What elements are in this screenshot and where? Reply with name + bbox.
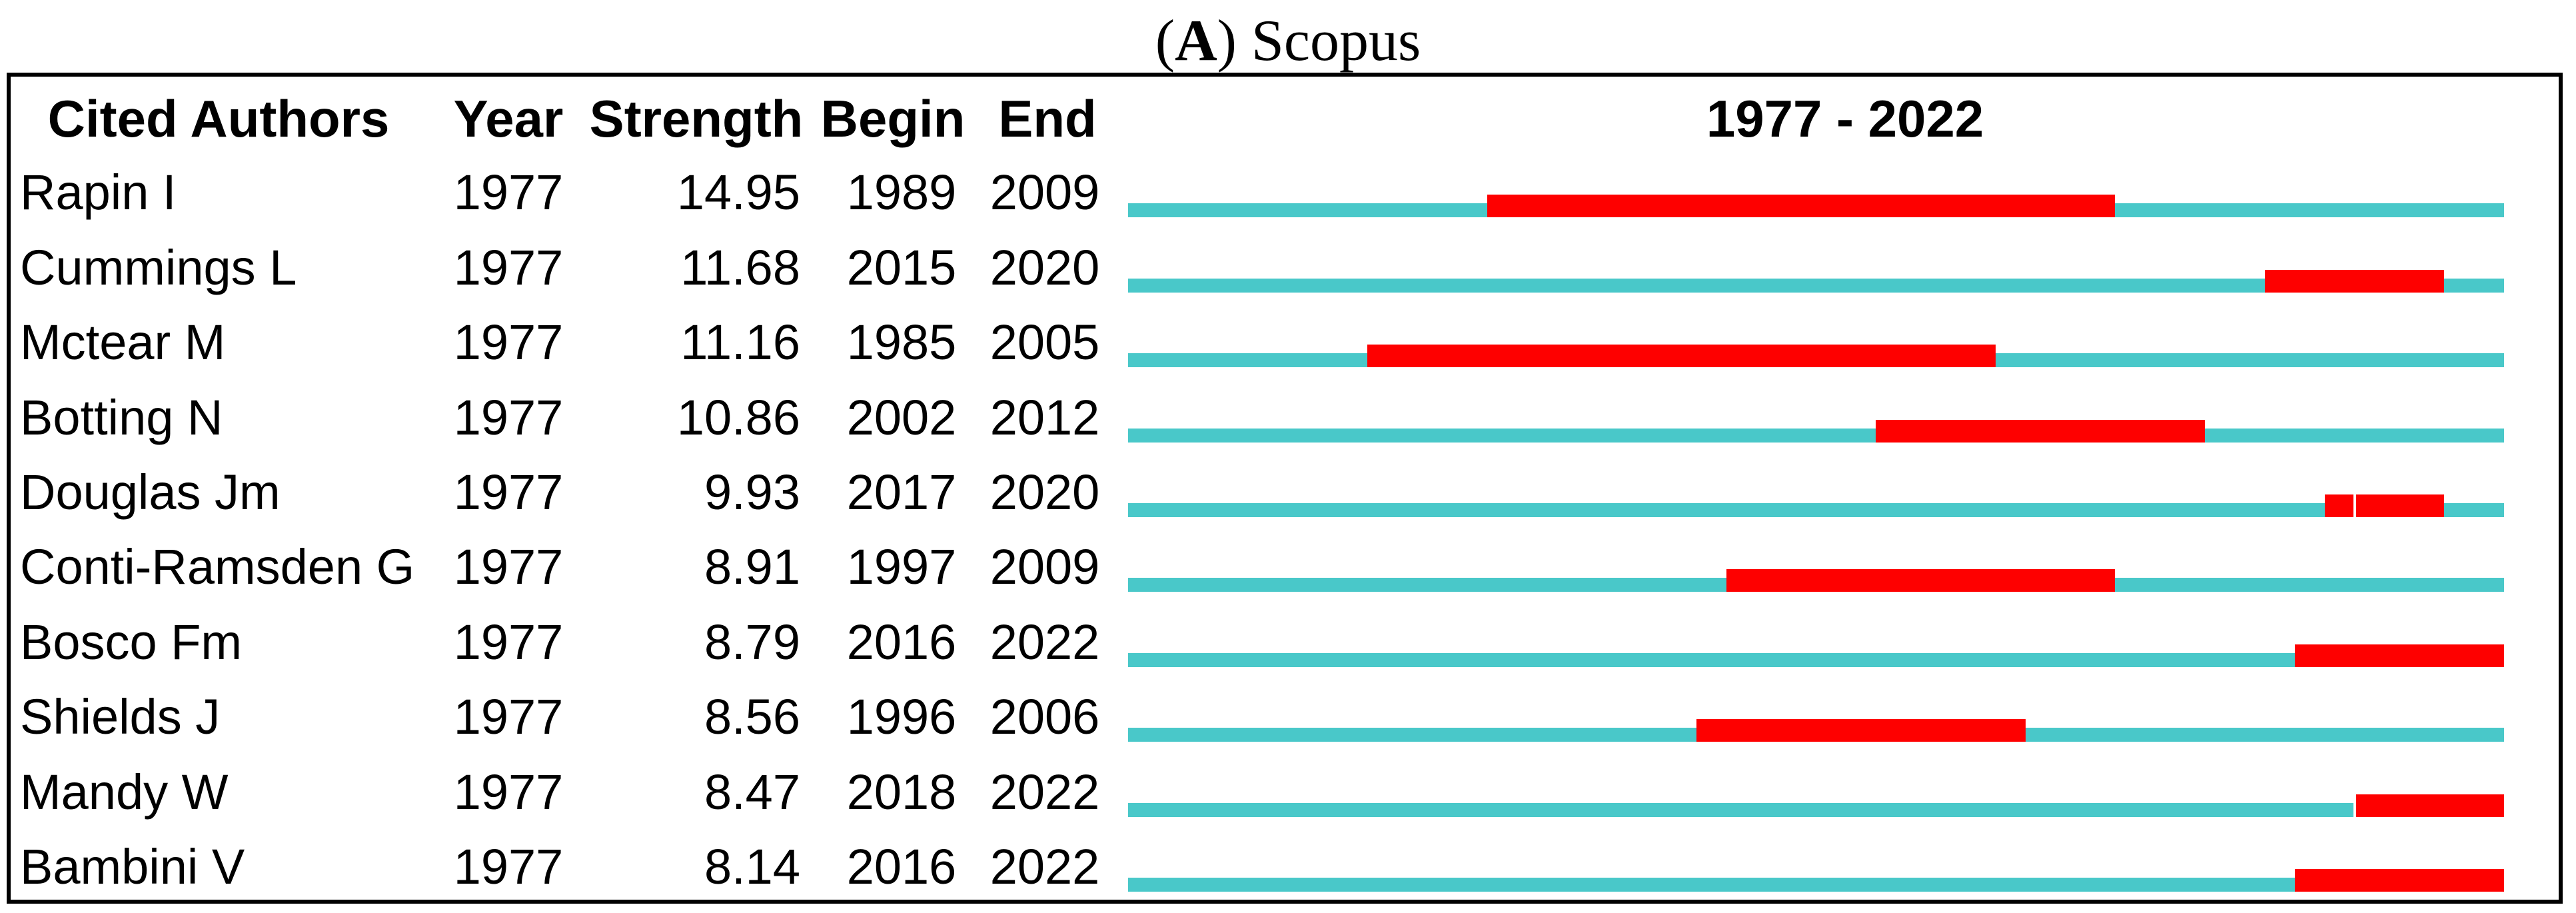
author-name-cell: Bambini V — [20, 839, 245, 894]
year-cell: 1977 — [453, 839, 564, 894]
begin-year-cell: 1989 — [846, 165, 957, 221]
year-cell: 1977 — [453, 614, 564, 670]
author-name-cell: Shields J — [20, 689, 221, 745]
table-row: Douglas Jm 1977 9.93 2017 2020 — [0, 461, 2576, 520]
strength-cell: 8.91 — [704, 539, 800, 595]
end-year-cell: 2022 — [989, 839, 1100, 894]
timeline-range-header: 1977 - 2022 — [1706, 89, 1984, 148]
table-row: Bambini V 1977 8.14 2016 2022 — [0, 836, 2576, 894]
author-name-cell: Douglas Jm — [20, 464, 281, 520]
burst-segment-bar — [2294, 869, 2504, 892]
begin-year-cell: 2016 — [846, 614, 957, 670]
year-cell: 1977 — [453, 315, 564, 371]
year-cell: 1977 — [453, 539, 564, 595]
burst-segment-bar — [1696, 719, 2026, 742]
title-panel-letter: A — [1175, 9, 1217, 73]
table-row: Shields J 1977 8.56 1996 2006 — [0, 686, 2576, 745]
timeline-track-bar — [1128, 802, 2504, 817]
timeline-track-bar — [1128, 878, 2504, 892]
timeline-track-bar — [1128, 278, 2504, 293]
burst-segment-bar — [1367, 345, 1996, 368]
author-name-cell: Mandy W — [20, 764, 229, 820]
strength-cell: 10.86 — [676, 389, 800, 445]
column-header-end: End — [998, 89, 1097, 148]
strength-cell: 8.79 — [704, 614, 800, 670]
begin-year-cell: 2016 — [846, 839, 957, 894]
end-year-cell: 2012 — [989, 389, 1100, 445]
table-row: Cummings L 1977 11.68 2015 2020 — [0, 237, 2576, 295]
begin-year-cell: 2002 — [846, 389, 957, 445]
table-row: Rapin I 1977 14.95 1989 2009 — [0, 161, 2576, 221]
burst-segment-bar — [2324, 494, 2445, 517]
begin-year-cell: 1997 — [846, 539, 957, 595]
year-cell: 1977 — [453, 165, 564, 221]
author-name-cell: Rapin I — [20, 165, 177, 221]
author-name-cell: Conti-Ramsden G — [20, 539, 415, 595]
burst-segment-bar — [2354, 794, 2504, 817]
begin-year-cell: 1996 — [846, 689, 957, 745]
year-cell: 1977 — [453, 689, 564, 745]
burst-segment-bar — [2294, 644, 2504, 667]
timeline-track-bar — [1128, 428, 2504, 443]
end-year-cell: 2006 — [989, 689, 1100, 745]
begin-year-cell: 2018 — [846, 764, 957, 820]
end-year-cell: 2022 — [989, 764, 1100, 820]
strength-cell: 11.68 — [680, 239, 800, 295]
begin-year-cell: 1985 — [846, 315, 957, 371]
year-cell: 1977 — [453, 239, 564, 295]
strength-cell: 14.95 — [676, 165, 800, 221]
year-cell: 1977 — [453, 764, 564, 820]
strength-cell: 8.14 — [704, 839, 800, 894]
end-year-cell: 2005 — [989, 315, 1100, 371]
begin-year-cell: 2015 — [846, 239, 957, 295]
year-slice-seam — [2353, 794, 2356, 817]
figure-title: (A) Scopus — [0, 9, 2576, 73]
begin-year-cell: 2017 — [846, 464, 957, 520]
column-header-year: Year — [453, 89, 564, 148]
end-year-cell: 2020 — [989, 464, 1100, 520]
table-row: Mctear M 1977 11.16 1985 2005 — [0, 311, 2576, 371]
column-header-begin: Begin — [820, 89, 966, 148]
table-row: Bosco Fm 1977 8.79 2016 2022 — [0, 611, 2576, 670]
title-text: ) Scopus — [1217, 9, 1421, 73]
year-cell: 1977 — [453, 389, 564, 445]
timeline-track-bar — [1128, 652, 2504, 667]
year-cell: 1977 — [453, 464, 564, 520]
strength-cell: 11.16 — [680, 315, 800, 371]
author-name-cell: Botting N — [20, 389, 223, 445]
column-header-cited-authors: Cited Authors — [47, 89, 390, 148]
author-name-cell: Bosco Fm — [20, 614, 243, 670]
table-row: Botting N 1977 10.86 2002 2012 — [0, 387, 2576, 445]
strength-cell: 9.93 — [704, 464, 800, 520]
author-name-cell: Cummings L — [20, 239, 297, 295]
strength-cell: 8.56 — [704, 689, 800, 745]
burst-segment-bar — [2264, 269, 2445, 293]
burst-segment-bar — [1726, 569, 2116, 592]
end-year-cell: 2009 — [989, 539, 1100, 595]
burst-segment-bar — [1876, 419, 2206, 443]
column-header-strength: Strength — [589, 89, 804, 148]
end-year-cell: 2009 — [989, 165, 1100, 221]
table-row: Mandy W 1977 8.47 2018 2022 — [0, 761, 2576, 820]
strength-cell: 8.47 — [704, 764, 800, 820]
burst-segment-bar — [1487, 195, 2116, 218]
timeline-track-bar — [1128, 503, 2504, 517]
author-name-cell: Mctear M — [20, 315, 226, 371]
table-row: Conti-Ramsden G 1977 8.91 1997 2009 — [0, 536, 2576, 595]
year-slice-seam — [2353, 494, 2356, 517]
end-year-cell: 2022 — [989, 614, 1100, 670]
end-year-cell: 2020 — [989, 239, 1100, 295]
title-paren-open: ( — [1155, 9, 1175, 73]
